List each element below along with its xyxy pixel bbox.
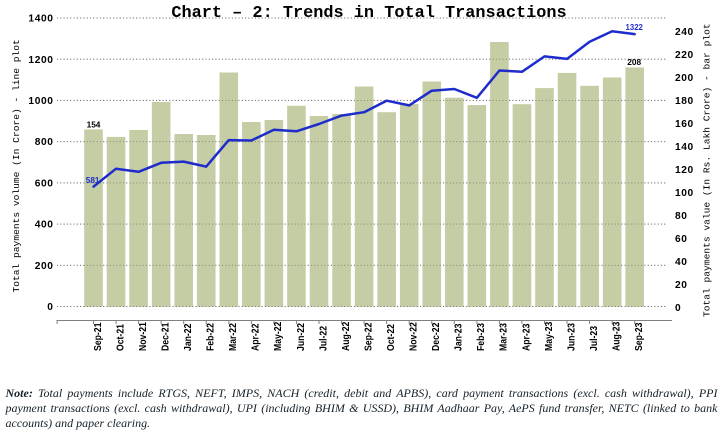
svg-text:180: 180 [675, 96, 694, 107]
svg-text:600: 600 [35, 178, 54, 189]
svg-text:154: 154 [87, 119, 101, 129]
svg-text:Apr-22: Apr-22 [250, 324, 262, 351]
svg-text:581: 581 [86, 176, 100, 185]
svg-text:Mar-23: Mar-23 [498, 323, 510, 351]
svg-text:Sep-22: Sep-22 [363, 323, 375, 351]
svg-text:1322: 1322 [626, 23, 644, 32]
svg-text:80: 80 [675, 211, 688, 222]
svg-text:Nov-22: Nov-22 [408, 322, 420, 351]
svg-text:Oct-21: Oct-21 [115, 324, 127, 351]
svg-text:Jul-23: Jul-23 [588, 326, 600, 351]
svg-text:400: 400 [35, 220, 54, 231]
svg-text:Oct-22: Oct-22 [385, 324, 397, 351]
svg-text:Nov-21: Nov-21 [137, 322, 149, 351]
svg-text:200: 200 [675, 73, 694, 84]
svg-text:20: 20 [675, 280, 688, 291]
svg-text:140: 140 [675, 142, 694, 153]
svg-text:Jun-23: Jun-23 [566, 323, 578, 351]
svg-text:60: 60 [675, 234, 688, 245]
svg-text:May-23: May-23 [543, 322, 555, 351]
svg-text:40: 40 [675, 257, 688, 268]
svg-text:Jul-22: Jul-22 [318, 326, 330, 351]
svg-text:Jan-23: Jan-23 [453, 324, 465, 351]
svg-text:1000: 1000 [28, 96, 53, 107]
svg-text:220: 220 [675, 50, 694, 61]
svg-text:Apr-23: Apr-23 [521, 324, 533, 351]
svg-text:Total payments volume (In Cror: Total payments volume (In Crore) - line … [11, 39, 22, 292]
svg-text:Feb-22: Feb-22 [205, 323, 217, 351]
svg-text:0: 0 [47, 302, 53, 313]
svg-text:1200: 1200 [28, 55, 53, 66]
svg-text:Jun-22: Jun-22 [295, 323, 307, 351]
svg-text:Dec-21: Dec-21 [160, 323, 172, 351]
svg-text:240: 240 [675, 27, 694, 38]
svg-text:Dec-22: Dec-22 [430, 323, 442, 351]
svg-text:120: 120 [675, 165, 694, 176]
svg-text:208: 208 [627, 57, 641, 67]
svg-text:Total payments value (In Rs. L: Total payments value (In Rs. Lakh Crore)… [702, 23, 713, 317]
svg-text:Sep-23: Sep-23 [633, 323, 645, 351]
svg-text:1400: 1400 [28, 14, 53, 25]
svg-text:Jan-22: Jan-22 [182, 324, 194, 351]
svg-text:Feb-23: Feb-23 [476, 323, 488, 351]
svg-text:Aug-22: Aug-22 [340, 322, 352, 351]
svg-text:May-22: May-22 [273, 322, 285, 351]
svg-text:Aug-23: Aug-23 [611, 322, 623, 351]
svg-text:200: 200 [35, 261, 54, 272]
svg-text:Sep-21: Sep-21 [92, 323, 104, 351]
svg-text:Mar-22: Mar-22 [227, 323, 239, 351]
svg-text:0: 0 [675, 303, 681, 314]
svg-text:800: 800 [35, 137, 54, 148]
svg-text:100: 100 [675, 188, 694, 199]
svg-text:160: 160 [675, 119, 694, 130]
svg-text:Chart – 2: Trends in Total Tra: Chart – 2: Trends in Total Transactions [171, 4, 566, 23]
